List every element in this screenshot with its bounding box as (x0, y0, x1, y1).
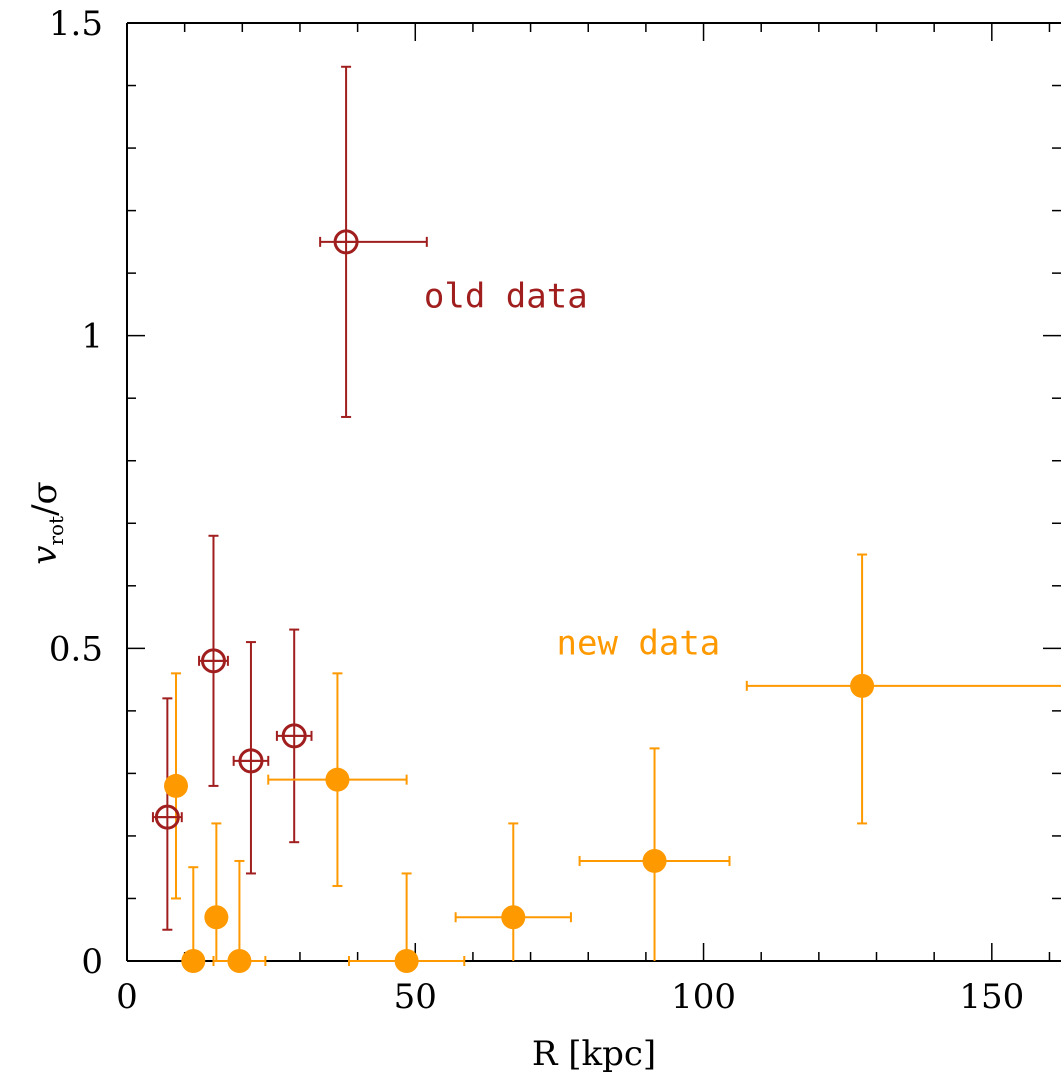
new-data-point (394, 949, 419, 973)
y-tick-label: 1 (81, 317, 103, 357)
series-label-new-data: new data (557, 624, 721, 664)
x-tick-label: 0 (116, 977, 138, 1017)
tick-labels: 0 50 100 150 0 0.5 1 1.5 (49, 4, 1024, 1017)
y-tick-label: 0.5 (49, 629, 103, 669)
new-data-point (850, 673, 875, 698)
data-points (154, 229, 875, 973)
new-data-point (181, 949, 206, 973)
y-axis-title-subscript: rot (44, 516, 68, 546)
y-axis-title-main: v (25, 546, 65, 565)
axis-ticks (126, 22, 1061, 962)
series-label-old-data: old data (424, 277, 588, 317)
y-axis-title: vrot/σ (25, 481, 68, 565)
new-data-point (642, 848, 667, 873)
y-axis-title-tail: /σ (25, 481, 65, 516)
series-labels: old data new data (424, 277, 720, 664)
x-axis-title: R [kpc] (532, 1034, 656, 1074)
x-tick-label: 100 (671, 977, 736, 1017)
new-data-point (501, 905, 526, 930)
x-tick-label: 50 (394, 977, 437, 1017)
x-tick-label: 150 (959, 977, 1024, 1017)
plot-frame (126, 22, 1061, 962)
new-data-point (325, 767, 350, 792)
y-tick-label: 0 (81, 942, 103, 982)
y-tick-label: 1.5 (49, 4, 103, 44)
new-data-point (204, 905, 229, 930)
error-bars (151, 65, 1061, 966)
new-data-point (227, 949, 252, 973)
new-data-point (164, 773, 189, 798)
